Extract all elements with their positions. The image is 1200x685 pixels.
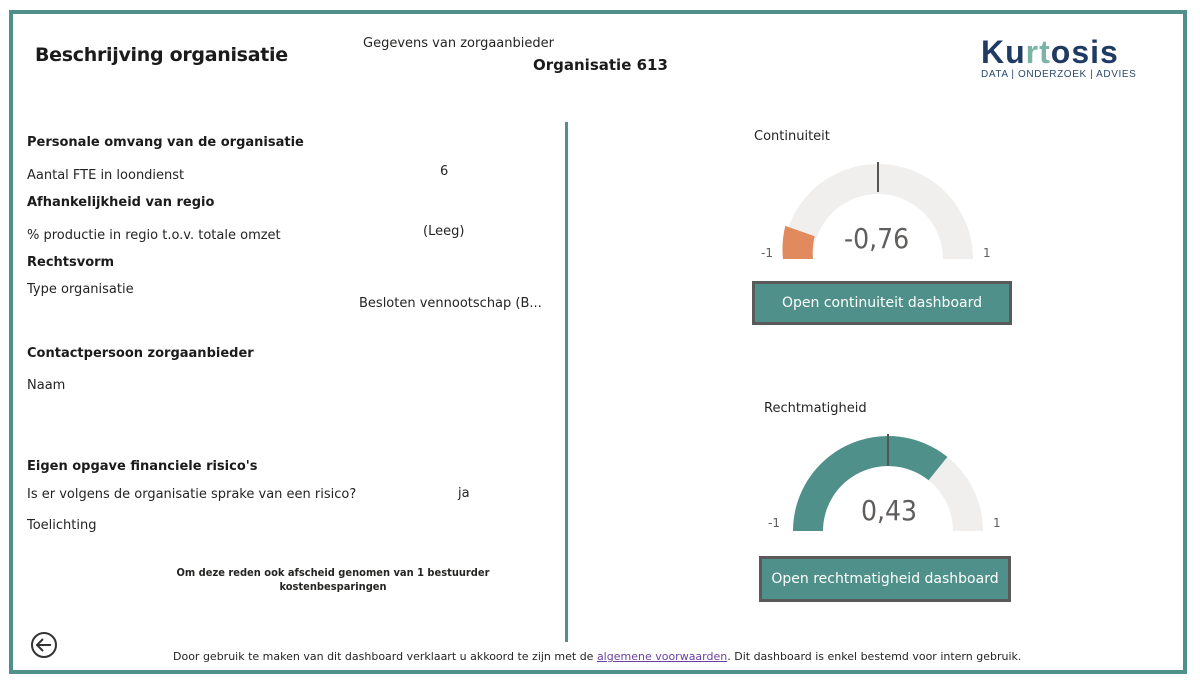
section-heading-contact: Contactpersoon zorgaanbieder	[27, 346, 254, 361]
footer-disclaimer: Door gebruik te maken van dit dashboard …	[173, 650, 1021, 663]
section-heading-regio: Afhankelijkheid van regio	[27, 195, 215, 210]
gauge-max-rechtmatigheid: 1	[993, 516, 1001, 530]
label-naam: Naam	[27, 378, 66, 393]
gauge-min-continuiteit: -1	[761, 246, 773, 260]
section-heading-personeel: Personale omvang van de organisatie	[27, 135, 304, 150]
page-subtitle: Gegevens van zorgaanbieder	[363, 36, 554, 51]
back-arrow-icon[interactable]	[30, 631, 58, 659]
page-title: Beschrijving organisatie	[35, 44, 288, 66]
gauge-value-rechtmatigheid: 0,43	[861, 494, 918, 527]
organisation-name: Organisatie 613	[533, 56, 668, 74]
logo-text: Ku	[981, 34, 1026, 70]
value-regio: (Leeg)	[423, 224, 465, 239]
section-heading-rechtsvorm: Rechtsvorm	[27, 255, 115, 270]
value-toelichting: Om deze reden ook afscheid genomen van 1…	[176, 566, 490, 593]
value-fte: 6	[440, 164, 449, 179]
label-regio: % productie in regio t.o.v. totale omzet	[27, 228, 281, 243]
dashboard-frame: Beschrijving organisatie Gegevens van zo…	[9, 10, 1187, 674]
kurtosis-logo: Kurtosis DATA | ONDERZOEK | ADVIES	[981, 36, 1136, 80]
logo-text: osis	[1050, 34, 1119, 70]
gauge-min-rechtmatigheid: -1	[768, 516, 780, 530]
logo-tagline: DATA | ONDERZOEK | ADVIES	[981, 69, 1137, 80]
gauge-continuiteit	[782, 162, 973, 259]
gauge-title-rechtmatigheid: Rechtmatigheid	[764, 401, 867, 416]
value-type-organisatie: Besloten vennootschap (B...	[359, 296, 542, 311]
label-risico-vraag: Is er volgens de organisatie sprake van …	[27, 487, 357, 502]
value-risico-antwoord: ja	[458, 486, 470, 501]
column-divider	[565, 122, 568, 642]
open-continuiteit-dashboard-button[interactable]: Open continuiteit dashboard	[752, 281, 1012, 325]
label-type-organisatie: Type organisatie	[27, 282, 134, 297]
gauge-rechtmatigheid	[793, 434, 983, 531]
logo-text-accent: rt	[1025, 34, 1051, 70]
terms-link[interactable]: algemene voorwaarden	[596, 650, 728, 663]
open-rechtmatigheid-dashboard-button[interactable]: Open rechtmatigheid dashboard	[759, 556, 1011, 602]
section-heading-risico: Eigen opgave financiele risico's	[27, 459, 258, 474]
gauge-max-continuiteit: 1	[983, 246, 991, 260]
gauge-value-continuiteit: -0,76	[844, 222, 910, 255]
gauge-title-continuiteit: Continuiteit	[754, 129, 830, 144]
label-fte: Aantal FTE in loondienst	[27, 168, 185, 183]
footer-text: . Dit dashboard is enkel bestemd voor in…	[727, 650, 1022, 663]
label-toelichting: Toelichting	[27, 518, 97, 533]
footer-text: Door gebruik te maken van dit dashboard …	[173, 650, 597, 663]
